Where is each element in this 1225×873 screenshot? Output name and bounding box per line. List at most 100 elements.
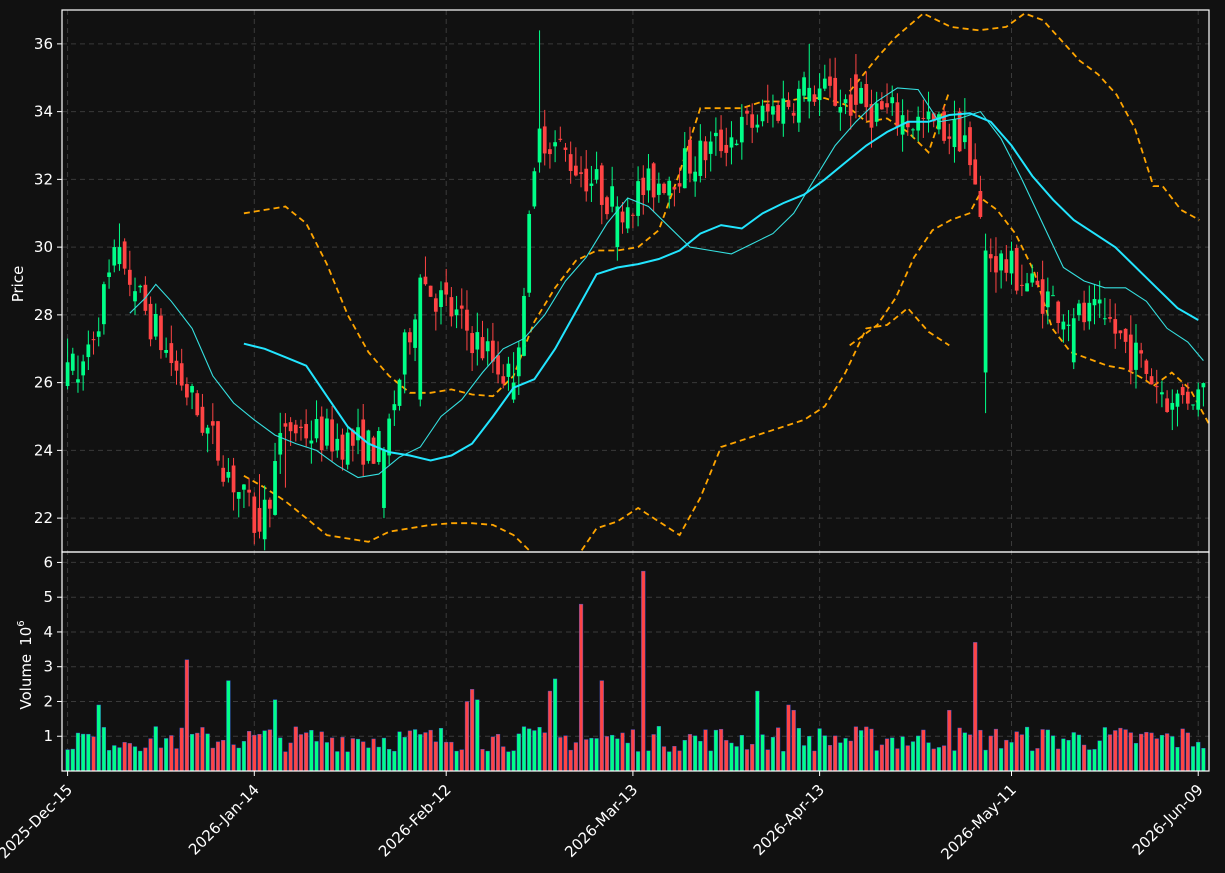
- volume-bar: [734, 746, 739, 772]
- volume-bar: [921, 729, 926, 772]
- candle-body: [568, 154, 573, 171]
- candle-body: [662, 183, 666, 194]
- volume-bar: [402, 737, 407, 772]
- candle-body: [1030, 273, 1035, 283]
- volume-bar: [340, 737, 345, 772]
- candle-body: [1061, 321, 1066, 330]
- volume-bar: [521, 726, 527, 772]
- candle-body: [221, 467, 226, 482]
- candle-body: [693, 171, 698, 182]
- moving-averages: [129, 87, 1204, 479]
- volume-bar: [884, 738, 890, 772]
- candle-body: [714, 132, 718, 137]
- candle-body: [1165, 398, 1169, 413]
- candle-body: [667, 180, 672, 196]
- candle-body: [874, 103, 879, 122]
- candle-body: [651, 163, 656, 198]
- candle-body: [345, 432, 350, 465]
- volume-bar: [1180, 728, 1185, 772]
- candle-body: [843, 99, 848, 104]
- candle-body: [620, 211, 625, 223]
- candle-body: [1191, 404, 1195, 406]
- candle-body: [615, 206, 620, 248]
- candle-body: [496, 355, 500, 375]
- candle-body: [828, 76, 832, 86]
- candle-body: [1020, 284, 1024, 286]
- volume-bar: [444, 741, 449, 772]
- volume-bar: [366, 747, 371, 772]
- candle-body: [465, 309, 469, 331]
- candle-body: [1009, 250, 1014, 274]
- volume-bar: [459, 749, 464, 772]
- candle-body: [916, 116, 921, 131]
- volume-bar: [324, 742, 329, 772]
- volume-bar: [895, 748, 900, 772]
- volume-bar: [1066, 740, 1071, 772]
- candle-body: [537, 128, 542, 163]
- volume-bar: [1185, 732, 1190, 772]
- volume-axis-ticks: 1 2 3 4 5 6: [43, 553, 62, 745]
- volume-bar: [107, 750, 112, 772]
- volume-bar: [376, 746, 381, 772]
- candle-body: [1087, 302, 1092, 322]
- candle-body: [1040, 279, 1045, 314]
- volume-bar: [833, 735, 838, 772]
- candle-body: [734, 143, 739, 146]
- volume-bar: [646, 750, 651, 772]
- volume-bar: [698, 740, 703, 772]
- volume-bar: [205, 733, 210, 772]
- candle-body: [205, 427, 210, 434]
- candle-body: [273, 461, 277, 515]
- volume-bar: [967, 734, 973, 772]
- candle-body: [117, 247, 122, 265]
- volume-bar: [1128, 732, 1133, 772]
- candle-body: [376, 431, 381, 463]
- volume-bar: [801, 745, 807, 772]
- candle-body: [573, 165, 578, 176]
- volume-bar: [916, 735, 921, 772]
- volume-bar: [827, 745, 833, 772]
- moving-average-short-line: [129, 87, 1204, 479]
- candle-body: [91, 339, 96, 341]
- candle-body: [148, 303, 153, 340]
- volume-bar: [553, 678, 558, 772]
- candle-body: [631, 214, 635, 216]
- candle-body: [107, 272, 111, 278]
- volume-bar: [936, 747, 941, 772]
- candle-body: [1102, 318, 1107, 320]
- candle-body: [86, 344, 91, 358]
- volume-bar: [661, 746, 667, 772]
- candle-body: [293, 424, 298, 434]
- candle-body: [449, 297, 454, 317]
- candle-body: [1066, 324, 1071, 326]
- volume-bar: [703, 729, 708, 772]
- candle-body: [439, 290, 443, 308]
- volume-bar: [1025, 726, 1030, 772]
- volume-bar: [910, 741, 916, 772]
- candle-body: [677, 183, 682, 187]
- candle-body: [522, 295, 526, 356]
- volume-bar: [262, 730, 267, 772]
- volume-bar: [537, 727, 542, 772]
- candle-body: [584, 168, 589, 192]
- candle-body: [553, 142, 557, 147]
- volume-bar: [210, 747, 215, 772]
- volume-bar: [438, 728, 444, 772]
- volume-bar: [122, 742, 127, 772]
- candle-body: [1123, 328, 1128, 342]
- volume-bar: [392, 751, 397, 772]
- volume-bar: [999, 748, 1004, 772]
- candle-body: [190, 386, 194, 393]
- candle-body: [1004, 259, 1009, 273]
- volume-bar: [905, 745, 910, 772]
- volume-bar: [304, 732, 309, 772]
- volume-panel-frame: [61, 551, 1210, 772]
- candle-body: [579, 172, 583, 174]
- volume-bar: [1190, 746, 1196, 772]
- candle-body: [1180, 387, 1185, 396]
- volume-bar: [993, 728, 999, 772]
- candle-body: [822, 78, 827, 89]
- candle-body: [164, 350, 169, 353]
- volume-bar: [843, 738, 848, 772]
- volume-bar: [252, 734, 257, 772]
